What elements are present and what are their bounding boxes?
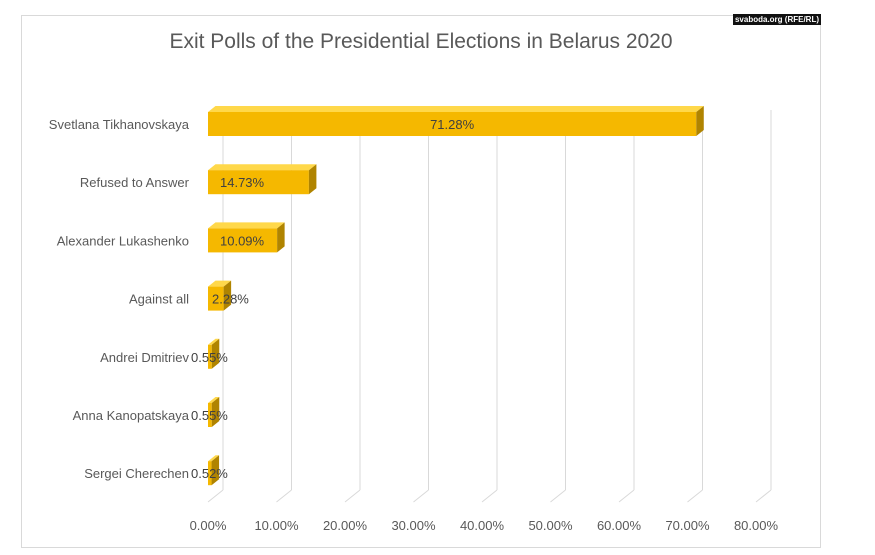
gridline-floor: [550, 489, 566, 503]
bar-top-face: [208, 397, 220, 403]
bar: [208, 344, 212, 369]
data-label: 2.28%: [212, 292, 249, 307]
x-tick-label: 20.00%: [323, 518, 368, 533]
bar: [208, 286, 224, 311]
source-watermark: svaboda.org (RFE/RL): [733, 14, 821, 25]
x-tick-label: 0.00%: [190, 518, 227, 533]
category-label: Svetlana Tikhanovskaya: [49, 117, 190, 132]
gridline-floor: [481, 489, 498, 503]
data-label: 71.28%: [430, 117, 475, 132]
gridline-floor: [755, 489, 772, 503]
x-tick-label: 60.00%: [597, 518, 642, 533]
data-label: 0.55%: [191, 408, 228, 423]
category-label: Alexander Lukashenko: [57, 233, 189, 248]
gridline-floor: [276, 489, 292, 503]
bar: [208, 403, 212, 427]
chart-frame: [21, 15, 821, 548]
bar-top-face: [208, 164, 317, 171]
data-label: 10.09%: [220, 233, 265, 248]
category-label: Andrei Dmitriev: [100, 350, 189, 365]
chart-title: Exit Polls of the Presidential Elections…: [169, 30, 673, 53]
data-label: 0.52%: [191, 466, 228, 481]
x-tick-label: 70.00%: [665, 518, 710, 533]
gridline-floor: [344, 489, 361, 503]
bar-side-face: [277, 222, 285, 253]
category-label: Refused to Answer: [80, 175, 190, 190]
bar-side-face: [211, 397, 220, 427]
data-label: 14.73%: [220, 175, 265, 190]
gridline-floor: [618, 489, 635, 503]
gridline-floor: [207, 489, 224, 503]
x-tick-label: 40.00%: [460, 518, 505, 533]
bar-top-face: [208, 222, 285, 229]
x-tick-label: 50.00%: [528, 518, 573, 533]
bar-top-face: [208, 455, 220, 462]
bar: [208, 228, 278, 253]
gridline-floor: [413, 489, 429, 503]
category-label: Against all: [129, 292, 189, 307]
data-label: 0.55%: [191, 350, 228, 365]
category-label: Anna Kanopatskaya: [73, 408, 190, 423]
x-tick-label: 30.00%: [391, 518, 436, 533]
bar-side-face: [211, 455, 220, 486]
bar-top-face: [208, 338, 220, 345]
gridline-floor: [687, 489, 703, 503]
bar-side-face: [223, 280, 232, 311]
bar-top-face: [208, 280, 232, 287]
x-tick-label: 10.00%: [254, 518, 299, 533]
bar: [208, 112, 697, 136]
bar: [208, 170, 309, 195]
bar: [208, 461, 212, 486]
bar-side-face: [211, 338, 220, 369]
x-tick-label: 80.00%: [734, 518, 779, 533]
category-label: Sergei Cherechen: [84, 466, 189, 481]
bar-side-face: [308, 164, 317, 195]
bar-side-face: [696, 106, 704, 136]
bar-top-face: [208, 106, 704, 112]
